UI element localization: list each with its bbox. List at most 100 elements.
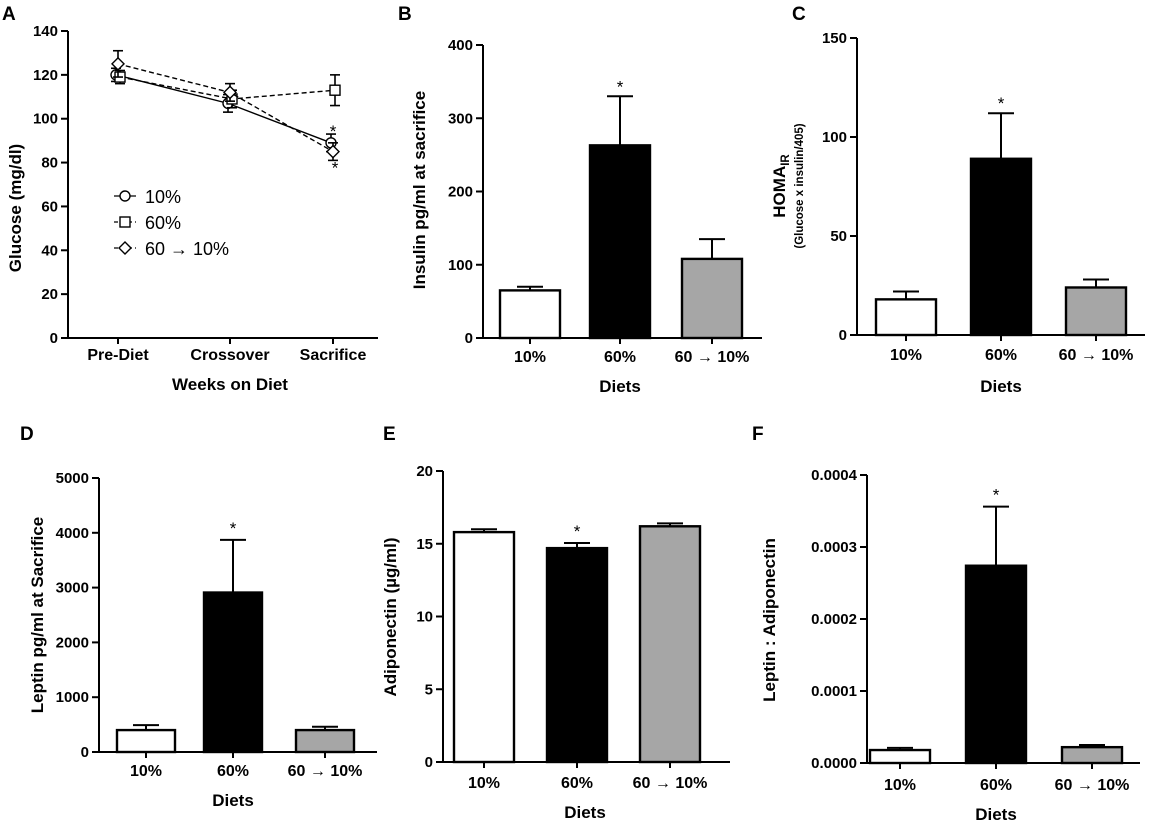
x-category-label: 60 → 10% [1059,347,1134,364]
panel-e-xlabel: Diets [564,803,606,822]
y-tick-label: 300 [448,110,473,127]
y-tick-label: 0.0003 [811,539,857,556]
x-category-label: 60 → 10% [288,763,363,780]
panel-label-b: B [398,4,412,25]
panel-e-ylabel: Adiponectin (µg/ml) [381,537,400,696]
panel-a: A Glucose (mg/dl) Weeks on Diet 10% 60% … [2,4,378,394]
y-tick-label: 0 [50,330,58,347]
panel-c: C HOMAIR (Glucose x insulin/405) Diets 0… [770,4,1145,396]
legend-item-60to10pct: 60 → 10% [114,239,229,259]
bar [452,530,516,764]
significance-star: * [330,122,337,141]
panel-f-xlabel: Diets [975,805,1017,824]
panel-c-xlabel: Diets [980,377,1022,396]
y-tick-label: 100 [448,257,473,274]
legend-label-60to10pct: 60 → 10% [145,239,229,259]
y-tick-label: 0 [839,327,847,344]
y-tick-label: 100 [822,129,847,146]
data-point-diamond [223,85,237,100]
bar [1064,286,1128,337]
legend-circle-marker [119,190,131,202]
y-tick-label: 2000 [56,634,89,651]
legend-item-10pct: 10% [114,187,181,207]
panel-e-plot: 0 5 10 15 20 10% 60% 60 → 10% * [416,463,730,792]
panel-label-c: C [792,4,806,25]
legend-label-10pct: 10% [145,187,181,207]
homa-label: HOMA [770,166,789,218]
y-tick-label: 400 [448,37,473,54]
x-category-label: 10% [890,347,922,364]
y-tick-label: 0 [81,744,89,761]
x-category-label: Crossover [190,347,269,364]
panel-c-plot: 0 50 100 150 10% 60% 60 → 10% * [822,30,1145,364]
x-category-label: Pre-Diet [87,347,149,364]
legend-item-60pct: 60% [114,213,181,233]
panel-a-legend: 10% 60% 60 → 10% [114,187,229,259]
panel-f-plot: 0.0000 0.0001 0.0002 0.0003 0.0004 10% 60% 60 →… [811,467,1140,794]
legend-square-marker [119,216,131,228]
x-category-label: 10% [884,777,916,794]
significance-star: * [998,94,1005,113]
x-category-label: 10% [468,775,500,792]
y-tick-label: 0.0000 [811,755,857,772]
panel-label-f: F [752,424,764,445]
y-tick-label: 0 [465,330,473,347]
homa-subscript: IR [780,154,792,166]
y-tick-label: 0.0002 [811,611,857,628]
significance-star: * [617,77,624,96]
y-tick-label: 40 [41,242,58,259]
y-tick-label: 20 [41,286,58,303]
y-tick-label: 140 [33,23,58,40]
legend-diamond-marker [118,241,132,255]
bar [874,298,938,337]
panel-a-plot: 0 20 40 60 80 100 120 140 Pre-Diet Crossover Sacri… [33,23,378,364]
bar [969,157,1033,337]
data-point-square [329,84,341,96]
x-category-label: 60% [604,349,636,366]
y-tick-label: 150 [822,30,847,47]
panel-a-xlabel: Weeks on Diet [172,375,288,394]
y-tick-label: 3000 [56,580,89,597]
x-category-label: 60 → 10% [1055,777,1130,794]
y-tick-label: 5000 [56,470,89,487]
panel-b: B Insulin pg/ml at sacrifice Diets 0 100 2… [398,4,762,396]
panel-b-xlabel: Diets [599,377,641,396]
x-category-label: 60 → 10% [675,349,750,366]
x-category-label: 60% [985,347,1017,364]
y-tick-label: 20 [416,463,433,480]
data-point-diamond [111,56,125,71]
bar [1060,745,1124,765]
significance-star: * [332,158,339,177]
y-tick-label: 0 [425,754,433,771]
panel-label-a: A [2,4,16,25]
bar [964,564,1028,765]
bar [115,728,177,754]
y-tick-label: 1000 [56,689,89,706]
x-category-label: 60% [561,775,593,792]
bar [294,728,356,754]
panel-a-ylabel: Glucose (mg/dl) [6,144,25,272]
significance-star: * [993,486,1000,505]
x-category-label: 60 → 10% [633,775,708,792]
legend-label-60pct: 60% [145,213,181,233]
y-tick-label: 4000 [56,525,89,542]
y-tick-label: 0.0001 [811,683,857,700]
panel-b-ylabel: Insulin pg/ml at sacrifice [410,91,429,289]
y-tick-label: 10 [416,609,433,626]
bar [498,289,562,340]
panel-label-d: D [20,424,34,445]
panel-e: E Adiponectin (µg/ml) Diets 0 5 10 15 20 10% 6… [381,424,730,822]
panel-c-ylabel-formula: (Glucose x insulin/405) [794,123,806,248]
bar [680,257,744,340]
x-category-label: 10% [130,763,162,780]
data-point-diamond [326,144,340,159]
y-tick-label: 80 [41,155,58,172]
panel-c-ylabel-main: HOMAIR [770,154,792,218]
bar [202,591,264,754]
y-tick-label: 0.0004 [811,467,858,484]
bar [868,748,932,765]
panel-d: D Leptin pg/ml at Sacrifice Diets 0 1000 2… [20,424,377,810]
y-tick-label: 120 [33,67,58,84]
panel-d-xlabel: Diets [212,791,254,810]
